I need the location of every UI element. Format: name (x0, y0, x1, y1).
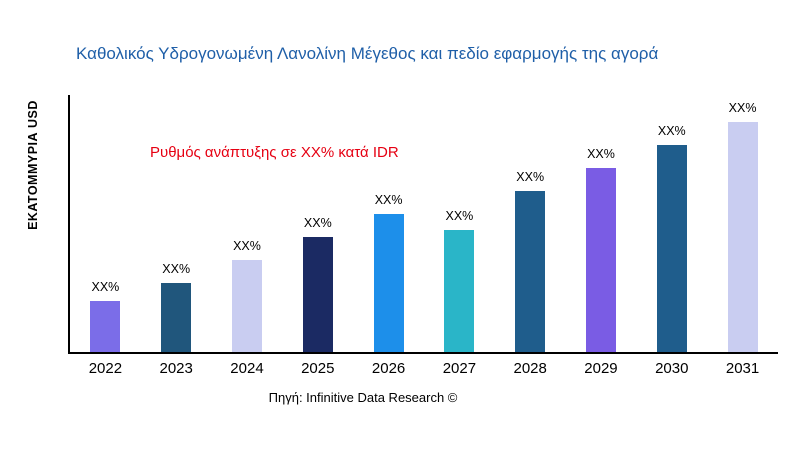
bar-value-label: XX% (728, 101, 757, 115)
x-tick-2029: 2029 (584, 360, 618, 377)
plot-area: XX% XX% XX% XX% XX% XX% XX% XX% XX% XX% 2022 2023 2… (68, 95, 778, 377)
bar-value-label: XX% (233, 239, 261, 253)
bar-group-2031: XX% (707, 101, 778, 352)
x-tick-2024: 2024 (230, 360, 264, 377)
bar-2027 (444, 230, 475, 352)
bar-2025 (302, 237, 333, 352)
bar-group-2023: XX% (141, 262, 212, 352)
bar-2024 (231, 260, 262, 352)
bar-value-label: XX% (162, 262, 191, 276)
source-caption: Πηγή: Infinitive Data Research © (268, 390, 458, 405)
bar-value-label: XX% (374, 193, 403, 207)
bars-container: XX% XX% XX% XX% XX% XX% XX% XX% XX% XX% (70, 95, 778, 352)
bar-2026 (373, 214, 404, 352)
growth-rate-annotation: Ρυθμός ανάπτυξης σε XX% κατά IDR (150, 144, 399, 161)
bar-group-2022: XX% (70, 280, 141, 352)
bar-group-2027: XX% (424, 209, 495, 352)
bar-group-2030: XX% (636, 124, 707, 352)
y-axis-label: ΕΚΑΤΟΜΜΥΡΙΑ USD (26, 100, 40, 230)
x-tick-2030: 2030 (655, 360, 689, 377)
bar-2029 (585, 168, 616, 352)
chart-title: Καθολικός Υδρογονωμένη Λανολίνη Μέγεθος … (76, 44, 659, 63)
bar-value-label: XX% (303, 216, 332, 230)
bar-2030 (656, 145, 687, 352)
bar-group-2029: XX% (566, 147, 637, 352)
bar-2023 (161, 283, 192, 352)
bar-2028 (515, 191, 546, 352)
x-tick-2025: 2025 (301, 360, 335, 377)
bar-value-label: XX% (91, 280, 120, 294)
x-tick-2026: 2026 (371, 360, 406, 377)
bar-group-2025: XX% (282, 216, 353, 352)
x-tick-2028: 2028 (513, 360, 547, 377)
bar-2031 (727, 122, 758, 352)
x-tick-2023: 2023 (159, 360, 193, 377)
bar-group-2028: XX% (495, 170, 566, 352)
x-tick-2022: 2022 (88, 360, 123, 377)
bar-group-2024: XX% (212, 239, 283, 352)
x-tick-2031: 2031 (725, 360, 760, 377)
bar-2022 (90, 301, 121, 352)
bar-value-label: XX% (445, 209, 474, 223)
bar-value-label: XX% (516, 170, 545, 184)
bar-value-label: XX% (657, 124, 686, 138)
x-tick-2027: 2027 (442, 360, 477, 377)
bar-value-label: XX% (587, 147, 615, 161)
bar-group-2026: XX% (353, 193, 424, 352)
x-axis-tick-labels: 2022 2023 2024 2025 2026 2027 2028 2029 2030 2031 (70, 360, 778, 377)
